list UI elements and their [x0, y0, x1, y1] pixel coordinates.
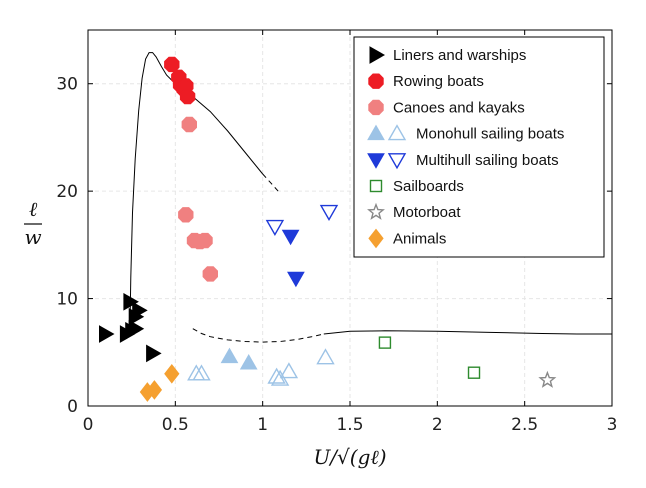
data-point-rowing-boats — [179, 88, 196, 105]
legend: Liners and warships Rowing boats Canoes an… — [353, 36, 605, 258]
data-point-animals — [146, 380, 163, 400]
data-point-rowing-boats — [164, 56, 180, 73]
data-point-canoes-and-kayaks — [202, 266, 218, 282]
legend-marker — [369, 46, 386, 64]
curve-lower-branch-solid — [323, 330, 612, 335]
x-tick-label: 2 — [432, 415, 443, 435]
series-multihull-sailing-boats — [281, 229, 305, 288]
legend-entry-sailboards: Sailboards — [369, 178, 464, 195]
legend-label: Animals — [393, 230, 446, 247]
legend-label: Multihull sailing boats — [416, 152, 559, 169]
series-canoes-and-kayaks — [178, 116, 218, 282]
legend-entry-rowing-boats: Rowing boats — [368, 73, 484, 90]
data-points — [99, 56, 557, 402]
data-point-multihull-sailing-boats — [281, 229, 300, 246]
y-axis-label-numerator: ℓ — [29, 197, 38, 221]
data-point-canoes-and-kayaks — [181, 116, 197, 133]
legend-marker-hollow — [387, 153, 407, 170]
legend-label: Motorboat — [393, 204, 461, 221]
series-rowing-boats — [164, 56, 196, 105]
legend-entry-motorboat: Motorboat — [367, 202, 461, 221]
data-point-monohull-sailing-boats-hollow — [279, 362, 299, 379]
legend-marker — [368, 99, 384, 116]
legend-entry-liners-and-warships: Liners and warships — [369, 46, 526, 64]
data-point-multihull-sailing-boats — [287, 271, 305, 288]
legend-marker — [367, 124, 385, 141]
legend-marker — [368, 73, 384, 89]
data-point-monohull-sailing-boats — [239, 353, 258, 370]
x-tick-label: 0.5 — [162, 415, 189, 435]
y-axis-label: ℓ w — [24, 197, 42, 249]
legend-label: Canoes and kayaks — [393, 99, 525, 116]
series-monohull-sailing-boats — [220, 347, 258, 370]
series-multihull-sailing-boats-hollow — [265, 204, 339, 237]
series-sailboards — [378, 336, 481, 379]
legend-marker — [369, 179, 383, 193]
data-point-animals — [164, 363, 180, 384]
data-point-liners-and-warships — [132, 301, 148, 320]
curve-lower-branch-dashed — [192, 328, 324, 343]
series-liners-and-warships — [99, 292, 162, 363]
legend-label: Liners and warships — [393, 47, 526, 64]
y-tick-label: 30 — [56, 75, 78, 95]
data-point-monohull-sailing-boats-hollow — [267, 367, 286, 384]
legend-box — [353, 36, 605, 258]
data-point-liners-and-warships — [146, 344, 162, 363]
y-axis-label-denominator: w — [24, 225, 41, 249]
data-point-monohull-sailing-boats-hollow — [316, 348, 335, 365]
legend-entry-multihull-sailing-boats: Multihull sailing boats — [367, 152, 559, 170]
data-point-liners-and-warships — [99, 325, 115, 343]
data-point-multihull-sailing-boats-hollow — [265, 219, 285, 237]
data-point-multihull-sailing-boats-hollow — [319, 204, 339, 222]
legend-entry-animals: Animals — [368, 228, 446, 249]
legend-marker — [368, 228, 384, 249]
legend-marker — [367, 153, 385, 169]
data-point-monohull-sailing-boats-hollow — [192, 364, 211, 381]
legend-entry-monohull-sailing-boats: Monohull sailing boats — [367, 124, 564, 143]
series-motorboat — [538, 370, 557, 388]
legend-label: Sailboards — [393, 178, 464, 195]
curve-upper-branch-dashed — [262, 173, 281, 194]
curve-upper-branch-solid — [129, 52, 264, 331]
x-axis-label: U/√(gℓ) — [313, 445, 386, 469]
x-tick-label: 1 — [257, 415, 268, 435]
series-animals — [139, 363, 180, 402]
data-point-sailboards — [378, 336, 392, 349]
x-tick-label: 1.5 — [336, 415, 363, 435]
series-monohull-sailing-boats-hollow — [187, 348, 335, 386]
y-tick-label: 20 — [56, 182, 78, 202]
data-point-liners-and-warships — [123, 292, 139, 311]
data-point-sailboards — [467, 366, 481, 379]
legend-entry-canoes-and-kayaks: Canoes and kayaks — [368, 99, 525, 116]
y-tick-label: 0 — [67, 397, 78, 417]
legend-marker-hollow — [387, 124, 407, 141]
x-tick-label: 3 — [607, 415, 618, 435]
legend-label: Monohull sailing boats — [416, 126, 564, 143]
data-point-canoes-and-kayaks — [197, 232, 213, 249]
y-tick-label: 10 — [56, 290, 78, 310]
data-point-canoes-and-kayaks — [178, 207, 194, 223]
x-tick-label: 0 — [83, 415, 94, 435]
data-point-liners-and-warships — [128, 319, 145, 338]
legend-label: Rowing boats — [393, 73, 484, 90]
data-point-monohull-sailing-boats — [220, 347, 239, 364]
data-point-motorboat — [538, 370, 557, 388]
fitted-curves — [129, 52, 612, 343]
x-tick-label: 2.5 — [511, 415, 538, 435]
legend-marker — [367, 202, 385, 220]
